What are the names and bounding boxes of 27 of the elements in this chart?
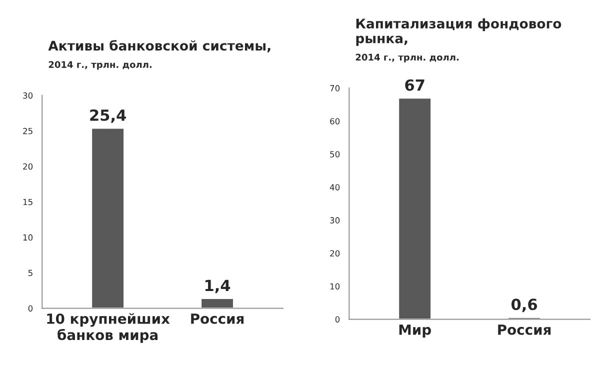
x-tick-label: 10 крупнейших банков мира (47, 313, 170, 343)
data-label: 67 (405, 79, 424, 91)
chart-title: Капитализация фондового рынка, (356, 18, 562, 46)
y-tick-label: 40 (330, 184, 340, 190)
x-tick-label: Мир (399, 324, 431, 338)
data-label: 1,4 (205, 280, 230, 294)
chart-title: Активы банковской системы, (48, 40, 270, 52)
y-tick-label: 20 (330, 250, 340, 257)
x-tick-label: Россия (191, 314, 244, 324)
y-tick-label: 10 (23, 234, 33, 241)
y-tick-label: 30 (330, 217, 340, 224)
y-tick-label: 50 (330, 151, 340, 158)
y-tick-label: 20 (23, 163, 33, 170)
x-tick-label: Россия (498, 324, 551, 335)
data-label: 25,4 (90, 109, 126, 123)
y-tick-label: 70 (330, 85, 340, 92)
y-tick-label: 0 (335, 316, 340, 323)
data-label: 0,6 (511, 298, 537, 312)
chart-subtitle: 2014 г., трлн. долл. (356, 54, 459, 62)
y-tick-label: 30 (23, 92, 33, 99)
y-tick-label: 5 (28, 270, 32, 276)
y-tick-label: 15 (23, 198, 32, 206)
chart-subtitle: 2014 г., трлн. долл. (48, 61, 152, 70)
y-tick-label: 10 (330, 283, 340, 290)
y-tick-label: 60 (330, 118, 340, 124)
y-tick-label: 25 (23, 128, 32, 134)
y-tick-label: 0 (28, 305, 33, 312)
